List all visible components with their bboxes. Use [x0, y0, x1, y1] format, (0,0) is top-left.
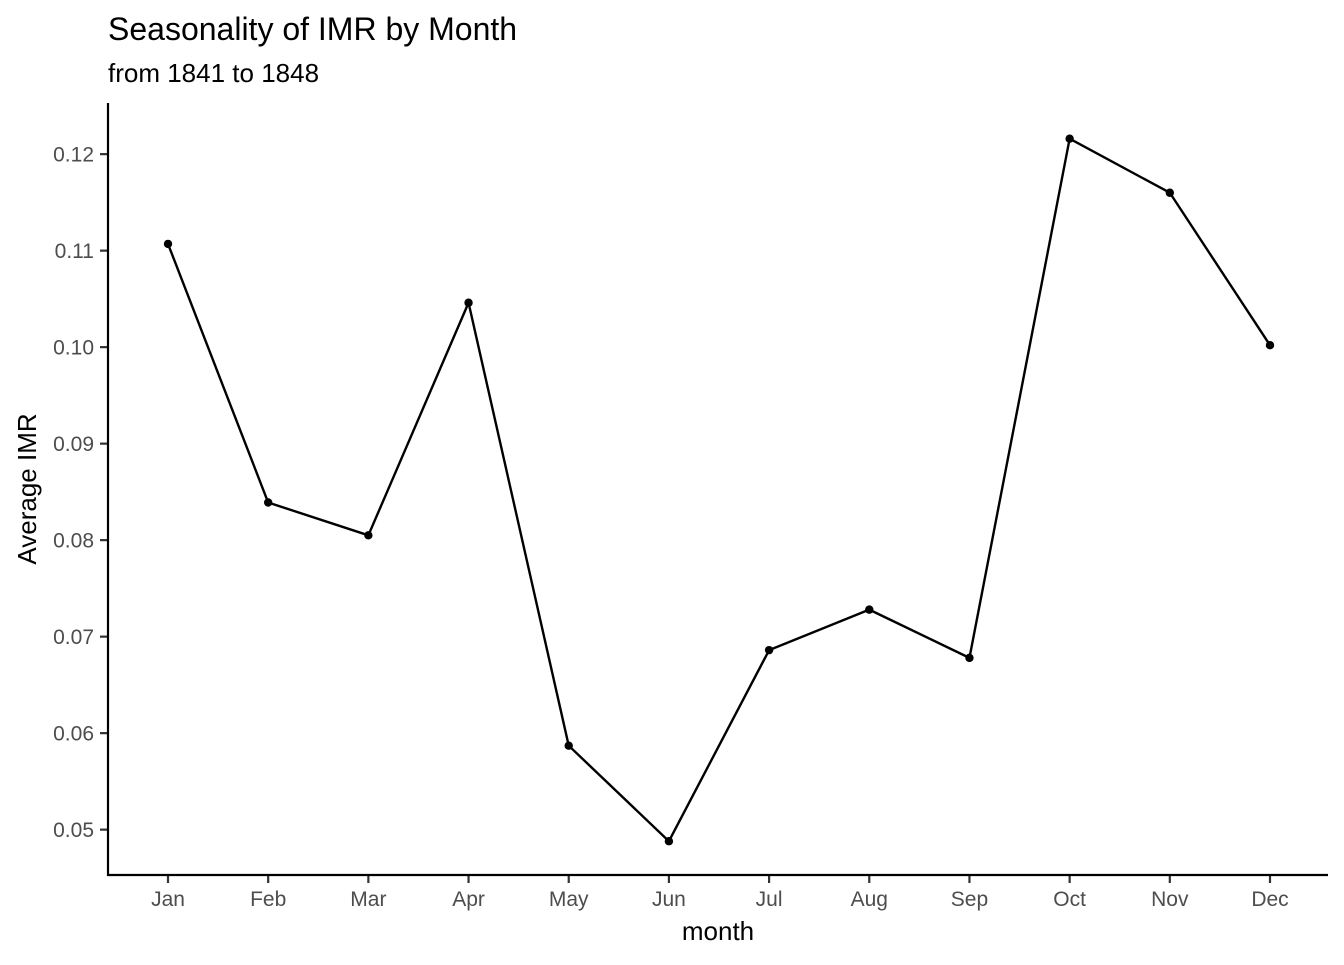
data-point	[364, 531, 373, 540]
data-point	[664, 837, 674, 846]
y-tick-label: 0.05	[53, 819, 94, 842]
data-point	[564, 741, 573, 750]
x-tick-label: Feb	[250, 888, 286, 911]
data-point	[965, 653, 974, 663]
data-series	[163, 134, 1275, 846]
x-axis-title: month	[682, 916, 754, 946]
data-point	[1065, 134, 1074, 143]
x-axis-ticks: Jan Feb Mar Apr May Jun Jul Aug Sep Oct Nov Dec	[151, 875, 1289, 911]
x-tick-label: Jul	[756, 888, 783, 911]
data-point	[865, 605, 874, 614]
y-tick-label: 0.08	[53, 530, 94, 553]
y-tick-label: 0.07	[53, 626, 94, 649]
data-point	[1165, 188, 1175, 197]
data-point	[263, 498, 273, 507]
x-tick-label: Apr	[452, 888, 485, 911]
x-tick-label: Jan	[151, 888, 185, 911]
data-point	[464, 298, 473, 307]
y-tick-label: 0.09	[53, 433, 94, 456]
data-point	[764, 645, 774, 655]
x-tick-label: May	[549, 888, 589, 911]
x-tick-label: Sep	[951, 888, 988, 911]
series-line	[166, 137, 1272, 843]
chart-subtitle: from 1841 to 1848	[108, 58, 319, 88]
x-tick-label: Oct	[1053, 888, 1086, 911]
chart-title: Seasonality of IMR by Month	[108, 11, 517, 47]
y-tick-label: 0.12	[53, 144, 94, 167]
x-tick-label: Aug	[851, 888, 888, 911]
x-tick-label: Nov	[1151, 888, 1189, 911]
data-point	[163, 239, 173, 249]
y-tick-label: 0.10	[53, 337, 94, 360]
y-tick-label: 0.06	[53, 723, 94, 746]
data-point	[1265, 341, 1275, 350]
x-tick-label: Jun	[652, 888, 686, 911]
x-tick-label: Mar	[350, 888, 386, 911]
y-axis-ticks: 0.05 0.06 0.07 0.08 0.09 0.10 0.11 0.12	[53, 144, 108, 842]
x-tick-label: Dec	[1251, 888, 1288, 911]
y-axis-title: Average IMR	[12, 413, 42, 564]
y-tick-label: 0.11	[55, 240, 94, 263]
